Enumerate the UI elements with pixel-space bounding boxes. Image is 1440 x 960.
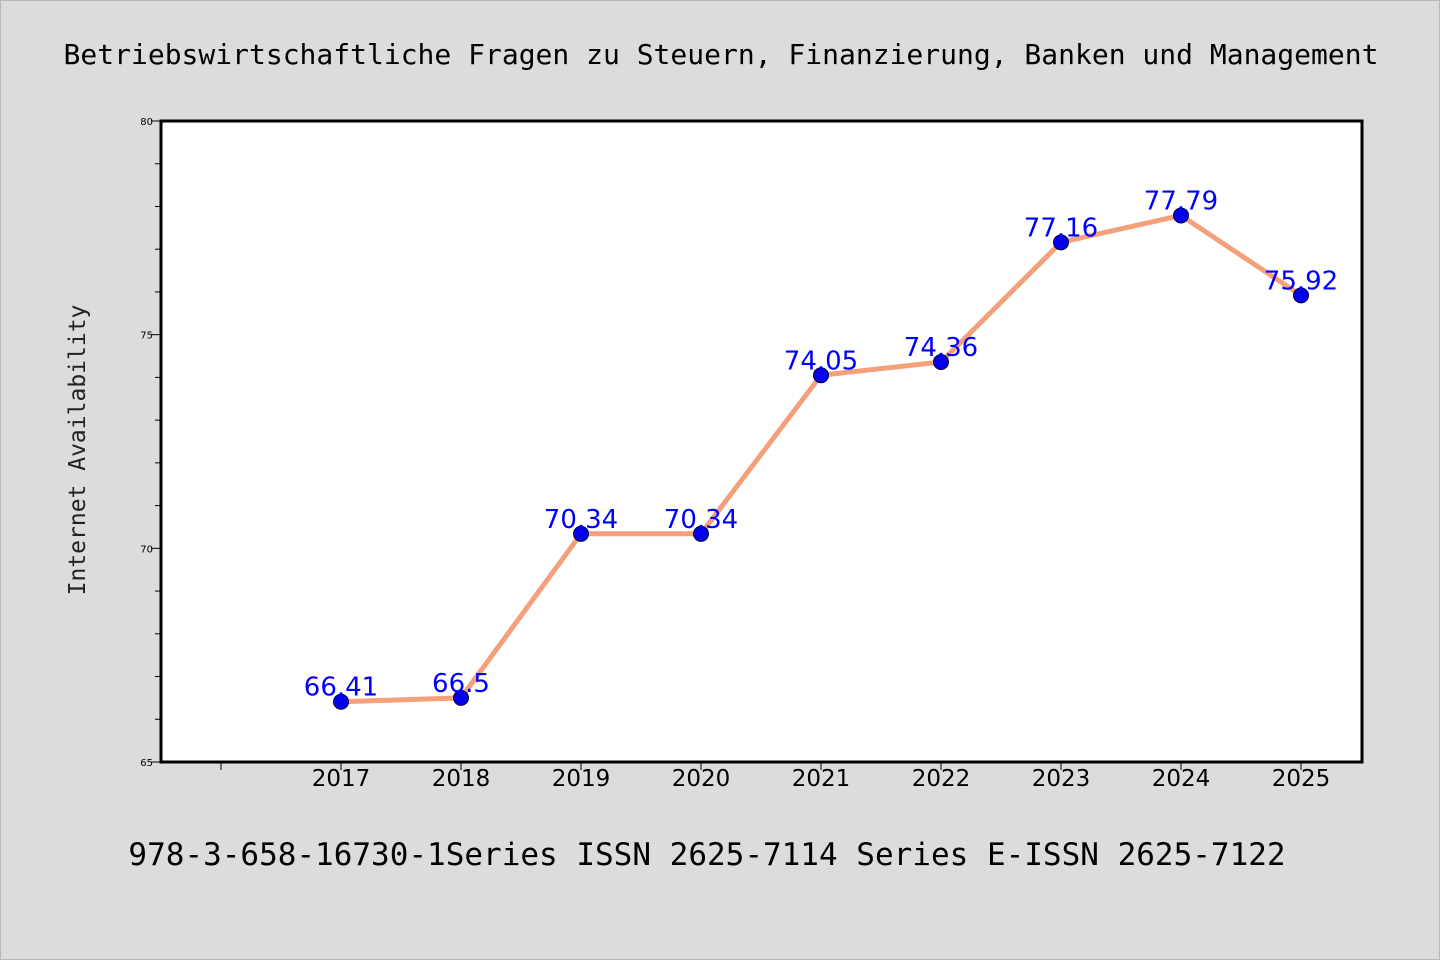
plot-frame [159,119,1364,764]
y-tick-label: 80 [140,117,153,128]
x-tick-label: 2022 [912,766,971,792]
y-tick-label: 65 [140,758,153,769]
data-labels: 66.41 66.5 70.34 70.34 74.05 74.36 77.16 77.79 7… [304,186,1338,702]
x-tick-label: 2020 [672,766,731,792]
data-point [813,367,829,384]
data-label: 75.92 [1264,266,1338,296]
data-point [693,525,709,542]
data-label: 77.16 [1024,213,1098,243]
chart-title: Betriebswirtschaftliche Fragen zu Steuer… [64,38,1379,71]
data-label: 74.05 [784,346,858,376]
x-tick-label: 2019 [552,766,611,792]
data-label: 70.34 [664,505,738,535]
y-axis: 65 70 75 80 [140,117,161,769]
x-tick-label: 2018 [432,766,491,792]
data-point [573,525,589,542]
y-tick-label: 75 [140,331,153,342]
data-point [1293,287,1309,304]
data-points [333,207,1309,710]
y-axis-label: Internet Availability [65,305,91,596]
x-tick-label: 2023 [1032,766,1091,792]
data-point [1053,234,1069,251]
data-point [333,693,349,710]
data-label: 74.36 [904,333,978,363]
x-tick-label: 2025 [1272,766,1331,792]
data-label: 66.41 [304,673,378,703]
data-label: 77.79 [1144,186,1218,216]
footer-isbn-issn: 978-3-658-16730-1Series ISSN 2625-7114 S… [128,837,1285,873]
y-tick-label: 70 [140,544,153,555]
x-tick-label: 2024 [1152,766,1211,792]
data-point [453,689,469,706]
x-axis: 2017 2018 2019 2020 2021 2022 2023 2024 2025 [220,762,1331,792]
data-label: 66.5 [432,669,490,699]
data-point [1173,207,1189,224]
data-label: 70.34 [544,505,618,535]
x-tick-label: 2017 [312,766,371,792]
plot-area [161,121,1362,762]
x-tick-label: 2021 [792,766,851,792]
data-point [933,354,949,371]
